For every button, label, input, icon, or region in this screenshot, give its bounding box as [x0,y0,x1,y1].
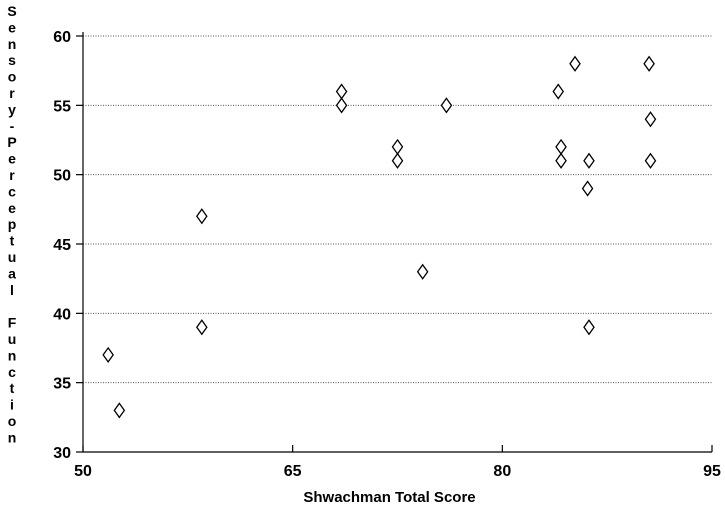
data-point [335,83,348,100]
x-ticks: 50 65 80 95 [74,445,721,480]
data-point [555,138,567,156]
y-tick-label-50: 50 [53,168,71,185]
y-title-char: p [8,216,17,232]
y-tick-label-45: 45 [53,237,71,254]
y-title-char: S [7,3,16,19]
data-point [335,97,348,114]
data-point [416,263,429,280]
y-title-char: s [8,52,16,68]
data-point [196,319,208,336]
y-title-char: n [8,36,17,52]
y-tick-label-55: 55 [53,98,71,115]
y-title-char: - [10,118,15,134]
y-title-char: n [8,347,17,363]
data-point [440,97,453,114]
data-point [644,152,657,169]
data-point [196,208,208,225]
gridlines [83,35,712,384]
data-point [643,55,655,72]
y-title-char: r [9,85,15,101]
data-point [581,180,594,197]
y-tick-label-40: 40 [53,306,71,323]
y-title-char: r [9,167,15,183]
y-title-char: F [8,315,17,331]
data-point [555,152,567,169]
y-title-char: t [10,233,15,249]
x-tick-label-80: 80 [493,463,511,480]
y-title-char: i [10,397,14,413]
data-point [552,83,565,100]
axes [82,32,712,453]
y-title-char: y [8,101,16,117]
x-axis-title: Shwachman Total Score [303,489,475,506]
y-title-char: t [10,380,15,396]
y-title-char: c [8,364,16,380]
x-tick-label-65: 65 [284,463,302,480]
y-title-char: u [8,331,17,347]
y-title-char: e [8,200,16,216]
y-title-char: n [8,429,17,445]
data-point [644,111,657,128]
y-title-char: a [8,265,16,281]
y-tick-label-30: 30 [53,445,71,462]
data-point [102,346,114,364]
y-title-char: e [8,19,16,35]
data-points [102,55,657,419]
data-point [391,138,404,156]
y-title-char: c [8,183,16,199]
data-point [569,55,581,72]
y-title-char: P [7,134,16,150]
y-ticks: 30 35 40 45 50 55 60 [53,29,83,462]
y-tick-label-60: 60 [53,29,71,46]
data-point [583,319,595,336]
y-title-char: l [10,282,14,298]
data-point [113,402,126,419]
x-tick-label-95: 95 [703,463,721,480]
y-tick-label-35: 35 [53,376,71,393]
y-title-char: u [8,249,17,265]
x-tick-label-50: 50 [74,463,92,480]
y-title-char: o [8,69,17,85]
data-point [391,152,404,169]
y-title-char: e [8,151,16,167]
data-point [583,152,595,169]
y-title-char: o [8,413,17,429]
